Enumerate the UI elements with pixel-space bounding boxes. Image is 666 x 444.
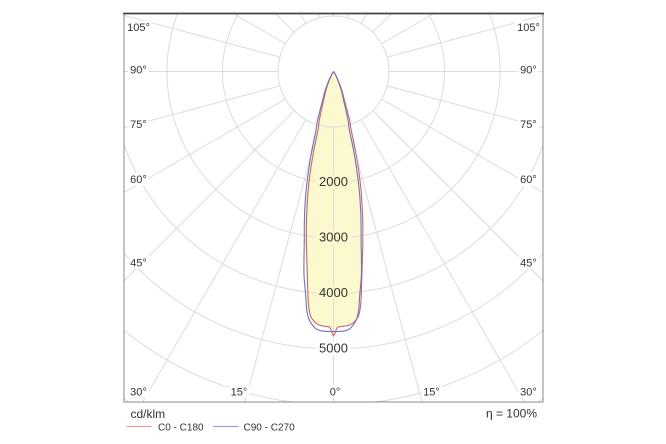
svg-text:30°: 30° <box>520 386 537 398</box>
svg-text:90°: 90° <box>520 65 537 77</box>
svg-text:2000: 2000 <box>319 174 348 189</box>
svg-text:4000: 4000 <box>319 285 348 300</box>
svg-text:75°: 75° <box>520 119 537 131</box>
svg-text:5000: 5000 <box>319 341 348 356</box>
svg-text:C90 - C270: C90 - C270 <box>244 423 296 434</box>
svg-text:C0 - C180: C0 - C180 <box>158 423 204 434</box>
svg-text:75°: 75° <box>130 119 147 131</box>
svg-text:15°: 15° <box>231 386 248 398</box>
svg-text:30°: 30° <box>130 386 147 398</box>
svg-text:60°: 60° <box>130 174 147 186</box>
svg-text:0°: 0° <box>330 386 341 398</box>
svg-text:90°: 90° <box>130 65 147 77</box>
svg-text:η = 100%: η = 100% <box>486 407 537 421</box>
svg-text:45°: 45° <box>520 257 537 269</box>
svg-text:3000: 3000 <box>319 230 348 245</box>
svg-text:105°: 105° <box>127 22 150 34</box>
svg-text:cd/klm: cd/klm <box>131 407 166 421</box>
svg-text:60°: 60° <box>520 174 537 186</box>
svg-text:105°: 105° <box>517 22 540 34</box>
svg-text:45°: 45° <box>130 257 147 269</box>
svg-text:15°: 15° <box>423 386 440 398</box>
